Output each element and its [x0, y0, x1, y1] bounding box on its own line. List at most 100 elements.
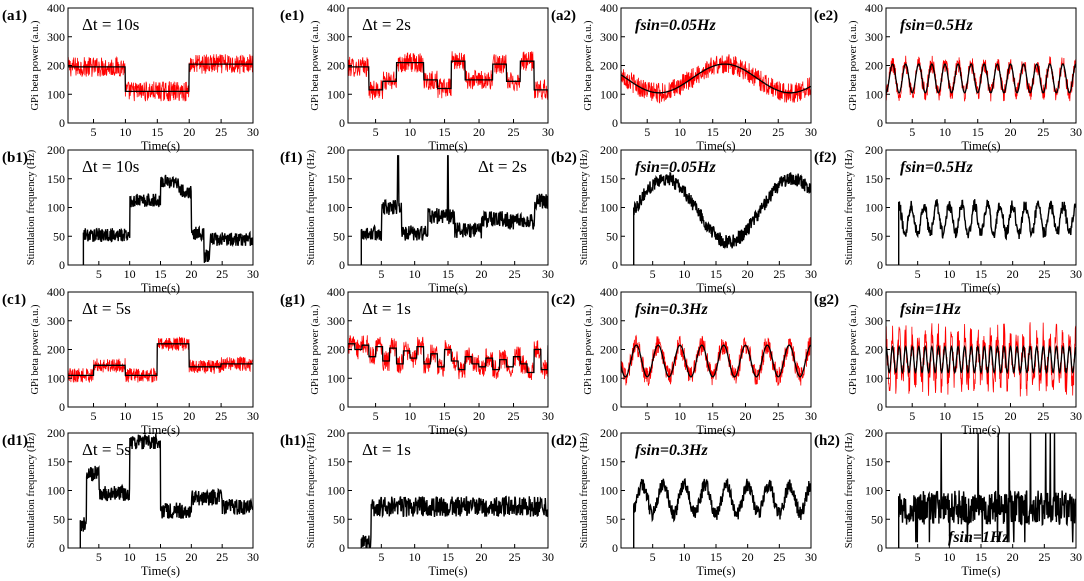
panel-label: (g1) [280, 292, 305, 308]
x-tick-label: 10 [119, 125, 131, 139]
y-tick-label: 100 [327, 484, 345, 498]
x-tick-label: 5 [915, 267, 921, 281]
y-tick-label: 0 [877, 400, 883, 414]
x-tick-label: 20 [739, 409, 751, 423]
x-tick-label: 10 [119, 409, 131, 423]
y-tick-label: 100 [600, 371, 618, 385]
x-tick-label: 5 [915, 550, 921, 564]
panel-b1: 5 10 15 20 25 30 0 50 100 150 200 Time(s) Stimulatio… [2, 143, 259, 295]
x-axis-label: Time(s) [428, 139, 467, 153]
panel-annotation: fsin=0.5Hz [900, 159, 973, 176]
y-tick-label: 200 [327, 426, 345, 440]
plot-area [898, 433, 1076, 548]
x-axis-label: Time(s) [961, 281, 1000, 295]
panel-label: (g2) [814, 292, 839, 308]
x-tick-label: 20 [473, 409, 485, 423]
y-tick-label: 200 [327, 59, 345, 73]
x-tick-label: 25 [772, 125, 784, 139]
series-target [68, 343, 253, 377]
y-tick-label: 200 [600, 143, 618, 157]
x-tick-label: 5 [644, 409, 650, 423]
series-beta-power [68, 54, 253, 102]
y-axis-label: Stimulation frequency (Hz) [844, 432, 855, 548]
x-tick-label: 30 [247, 267, 259, 281]
y-tick-label: 150 [47, 172, 65, 186]
plot-area [79, 433, 253, 548]
panel-annotation: fsin=1Hz [948, 529, 1009, 546]
x-tick-label: 10 [124, 267, 136, 281]
x-tick-label: 10 [943, 267, 955, 281]
y-tick-label: 100 [47, 484, 65, 498]
x-tick-label: 5 [378, 267, 384, 281]
panel-f1: 5 10 15 20 25 30 0 50 100 150 200 Time(s) Stimulatio… [280, 143, 554, 295]
x-tick-label: 5 [373, 409, 379, 423]
x-tick-label: 15 [151, 409, 163, 423]
y-tick-label: 400 [865, 285, 883, 299]
plot-area [68, 54, 253, 102]
series-beta-power [621, 334, 811, 386]
plot-area [360, 495, 548, 548]
y-tick-label: 150 [600, 172, 618, 186]
x-tick-label: 20 [742, 267, 754, 281]
y-tick-label: 50 [333, 512, 345, 526]
y-tick-label: 200 [600, 426, 618, 440]
x-tick-label: 30 [805, 267, 817, 281]
panel-d2: 5 10 15 20 25 30 0 50 100 150 200 Time(s) Stimulatio… [551, 426, 817, 578]
x-tick-label: 15 [155, 550, 167, 564]
plot-area [348, 51, 548, 101]
y-tick-label: 0 [877, 541, 883, 555]
y-tick-label: 0 [59, 258, 65, 272]
panel-label: (d1) [2, 433, 28, 449]
plot-area [82, 174, 253, 265]
y-tick-label: 300 [327, 30, 345, 44]
x-tick-label: 20 [183, 125, 195, 139]
y-tick-label: 0 [877, 258, 883, 272]
panel-label: (e2) [814, 8, 838, 24]
series-target [886, 63, 1076, 94]
x-tick-label: 10 [674, 409, 686, 423]
panel-d1: 5 10 15 20 25 30 0 50 100 150 200 Time(s) Stimulatio… [2, 426, 259, 578]
panel-annotation: Δt = 2s [362, 15, 411, 34]
y-tick-label: 400 [47, 285, 65, 299]
series-target [886, 344, 1076, 374]
series-stim-freq [82, 174, 253, 265]
x-tick-label: 10 [678, 267, 690, 281]
panel-label: (h2) [814, 433, 840, 449]
series-stim-freq [360, 495, 548, 548]
series-stim-freq [633, 172, 811, 265]
y-axis-label: GPi beta power (a.u.) [848, 20, 859, 111]
y-tick-label: 200 [327, 343, 345, 357]
y-tick-label: 0 [59, 400, 65, 414]
y-tick-label: 0 [612, 116, 618, 130]
panel-label: (a1) [2, 8, 27, 24]
plot-area [633, 478, 811, 548]
series-beta-power [348, 51, 548, 101]
x-axis-label: Time(s) [961, 564, 1000, 578]
x-tick-label: 30 [247, 409, 259, 423]
y-tick-label: 300 [865, 314, 883, 328]
y-tick-label: 0 [612, 258, 618, 272]
y-tick-label: 300 [600, 30, 618, 44]
y-tick-label: 0 [339, 400, 345, 414]
x-tick-label: 15 [972, 125, 984, 139]
panel-b2: 5 10 15 20 25 30 0 50 100 150 200 Time(s) Stimulatio… [551, 143, 817, 295]
x-tick-label: 30 [805, 409, 817, 423]
y-tick-label: 50 [606, 229, 618, 243]
x-tick-label: 30 [1070, 409, 1082, 423]
y-tick-label: 100 [600, 484, 618, 498]
x-tick-label: 5 [909, 409, 915, 423]
y-axis-label: GPi beta power (a.u.) [848, 304, 859, 395]
x-tick-label: 5 [378, 550, 384, 564]
panel-label: (f2) [814, 150, 837, 166]
x-tick-label: 15 [710, 550, 722, 564]
x-tick-label: 15 [442, 550, 454, 564]
x-tick-label: 10 [674, 125, 686, 139]
x-tick-label: 20 [1004, 125, 1016, 139]
x-tick-label: 20 [1007, 267, 1019, 281]
y-axis-label: Stimulation frequency (Hz) [26, 432, 37, 548]
x-axis-label: Time(s) [961, 139, 1000, 153]
y-axis-label: GPi beta power (a.u.) [310, 20, 321, 111]
